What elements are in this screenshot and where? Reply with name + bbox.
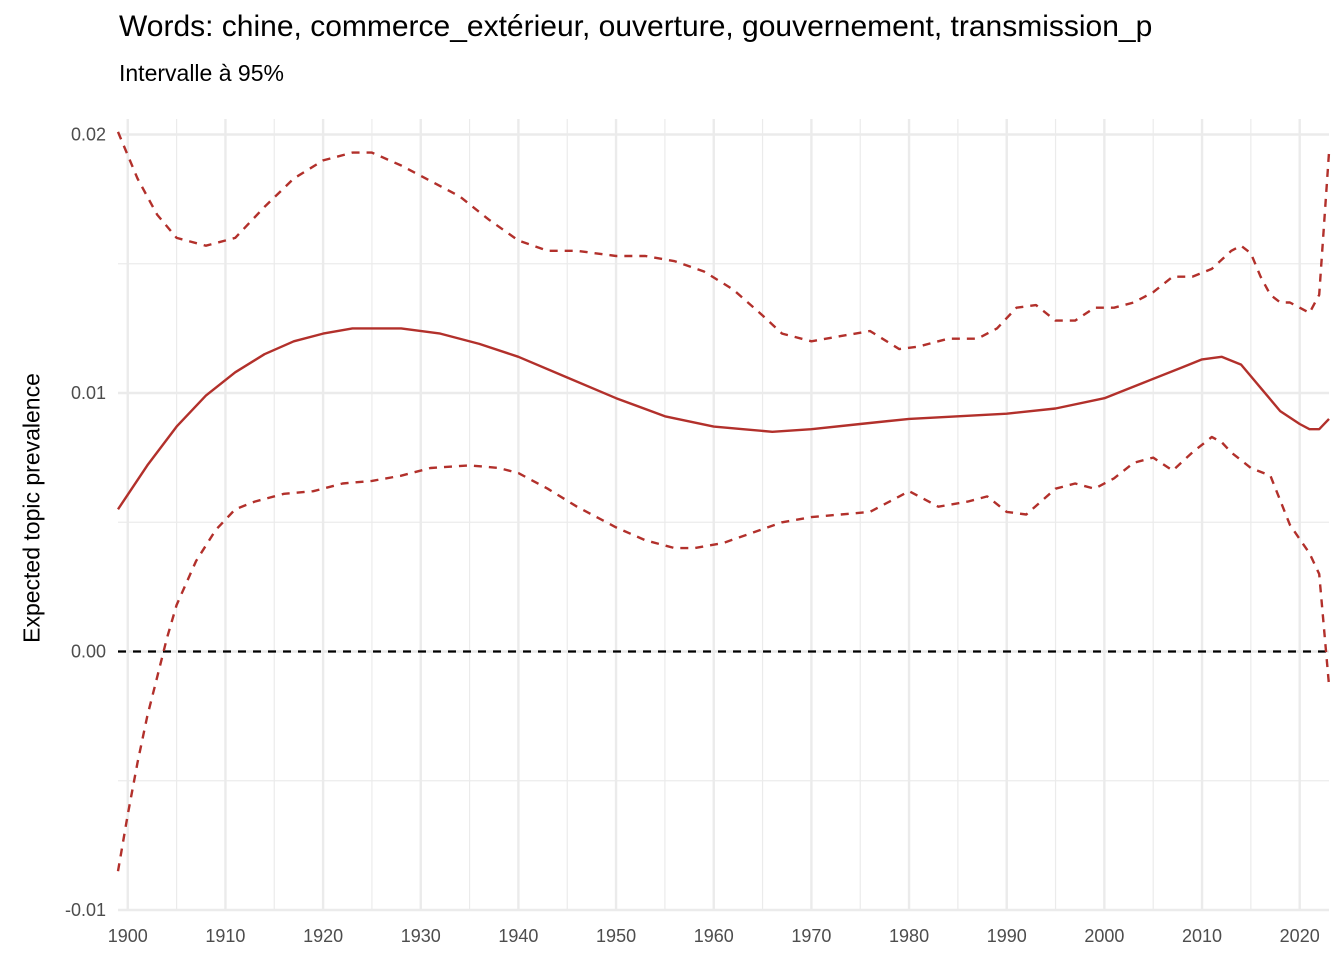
y-tick-label: 0.00 [71,642,106,662]
y-tick-labels: -0.01 0.00 0.01 0.02 [65,125,106,920]
x-tick-label: 2010 [1182,926,1222,946]
x-tick-label: 1990 [987,926,1027,946]
series-line-estimate [117,327,1330,510]
x-tick-label: 1960 [694,926,734,946]
minor-gridlines [118,119,1329,910]
y-tick-label: 0.01 [71,383,106,403]
x-tick-label: 1940 [498,926,538,946]
x-tick-labels: 1900 1910 1920 1930 1940 1950 1960 1970 1980 1990… [108,926,1320,946]
x-tick-label: 1950 [596,926,636,946]
y-tick-label: 0.02 [71,125,106,145]
major-gridlines [118,119,1329,912]
chart-title: Words: chine, commerce_extérieur, ouvert… [119,10,1153,43]
x-tick-label: 1970 [791,926,831,946]
series-line-upper_95 [116,131,1331,351]
x-tick-label: 1980 [889,926,929,946]
series-lines [116,131,1331,872]
x-tick-label: 2000 [1084,926,1124,946]
x-tick-label: 1920 [303,926,343,946]
x-tick-label: 1900 [108,926,148,946]
x-tick-label: 1930 [401,926,441,946]
series-line-lower_95 [116,435,1331,872]
y-tick-label: -0.01 [65,900,106,920]
chart-subtitle: Intervalle à 95% [119,60,284,86]
x-tick-label: 2020 [1280,926,1320,946]
x-tick-label: 1910 [205,926,245,946]
